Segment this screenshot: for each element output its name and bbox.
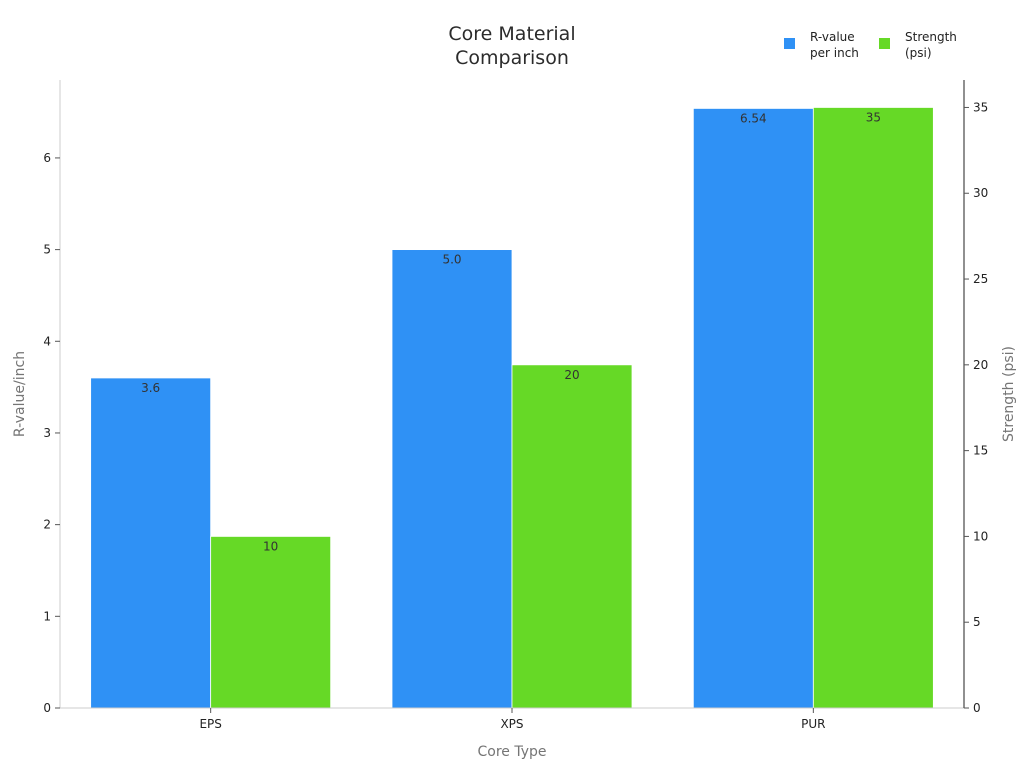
chart-title-line: Comparison [455,47,569,69]
left-tick-label: 1 [43,609,51,623]
right-tick-label: 5 [973,615,981,629]
right-y-axis-label: Strength (psi) [1001,346,1017,442]
data-labels-group: 3.6 10 5.0 20 6.54 35 [141,110,881,553]
x-tick-label-xps: XPS [500,717,523,731]
right-tick-label: 30 [973,186,988,200]
right-tick-label: 0 [973,701,981,715]
legend-label-series-0: R-value per inch [810,30,859,60]
legend-label-line: per inch [810,46,859,60]
left-tick-label: 3 [43,426,51,440]
legend-swatch-series-1 [879,38,890,49]
chart-title-text: Core Material Comparison [448,23,575,69]
left-y-axis-label: R-value/inch [12,351,28,437]
x-axis-ticks: EPS XPS PUR [199,708,826,731]
legend: R-value per inch Strength (psi) [784,30,957,60]
right-tick-label: 10 [973,529,988,543]
bars-group [90,107,934,709]
left-tick-label: 0 [43,701,51,715]
legend-label-line: Strength [905,30,957,44]
data-label-eps-series-0: 3.6 [141,381,160,395]
right-tick-label: 20 [973,358,988,372]
bar-xps-series-1 [511,364,633,709]
bar-pur-series-1 [812,107,934,709]
left-tick-label: 5 [43,243,51,257]
left-axis-ticks: 0 1 2 3 4 5 6 [43,151,60,715]
data-label-xps-series-0: 5.0 [442,253,461,267]
data-label-xps-series-1: 20 [564,368,579,382]
x-tick-label-eps: EPS [199,717,221,731]
chart-title-line: Core Material [448,23,575,45]
data-label-pur-series-1: 35 [866,110,881,124]
left-tick-label: 4 [43,334,51,348]
legend-swatch-series-0 [784,38,795,49]
data-label-pur-series-0: 6.54 [740,111,767,125]
right-axis-ticks: 0 5 10 15 20 25 30 35 [964,100,988,715]
bar-eps-series-1 [210,536,332,709]
legend-label-line: R-value [810,30,855,44]
bar-eps-series-0 [90,377,212,709]
right-tick-label: 25 [973,272,988,286]
left-tick-label: 2 [43,518,51,532]
x-axis-label: Core Type [477,744,546,760]
right-tick-label: 15 [973,444,988,458]
chart-title: Core Material Comparison [448,23,575,69]
left-tick-label: 6 [43,151,51,165]
bar-pur-series-0 [692,108,814,709]
legend-label-line: (psi) [905,46,932,60]
right-tick-label: 35 [973,100,988,114]
legend-label-series-1: Strength (psi) [905,30,957,60]
bar-xps-series-0 [391,249,513,709]
x-tick-label-pur: PUR [801,717,825,731]
data-label-eps-series-1: 10 [263,539,278,553]
